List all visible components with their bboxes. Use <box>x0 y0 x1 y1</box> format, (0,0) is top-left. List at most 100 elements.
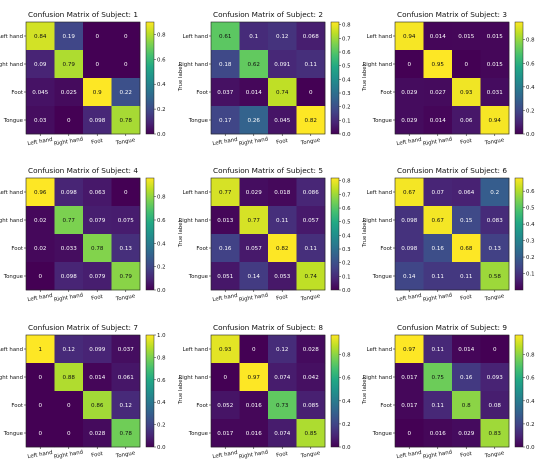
cell-value-label: 0.26 <box>248 118 261 124</box>
y-tick-label: Foot <box>380 246 392 252</box>
matrix-cell <box>452 335 481 364</box>
cell-value-label: 0.77 <box>63 218 76 224</box>
x-tick-label: Right hand <box>423 293 453 304</box>
y-tick-label: Right hand <box>0 62 23 68</box>
x-tick-label: Right hand <box>54 293 84 304</box>
y-axis-label: True label <box>178 378 184 405</box>
matrix-cell <box>83 419 112 448</box>
confusion-matrix-panel-4: Confusion Matrix of Subject: 4 0.96 0.098 0… <box>0 166 166 304</box>
y-tick-label: Right hand <box>179 375 208 381</box>
matrix-cell <box>395 22 424 51</box>
cell-value-label: 0.057 <box>303 218 319 224</box>
colorbar-tick-label: 0.8 <box>342 23 351 29</box>
cell-value-label: 0.61 <box>219 34 232 40</box>
cell-value-label: 0.037 <box>118 347 134 353</box>
cell-value-label: 0.22 <box>120 90 132 96</box>
y-tick-label: Left hand <box>367 190 392 196</box>
matrix-cell <box>480 78 510 107</box>
cell-value-label: 0 <box>67 403 71 409</box>
cell-value-label: 0.93 <box>219 347 232 353</box>
cell-value-label: 0.025 <box>61 90 77 96</box>
x-tick-label: Tongue <box>484 293 506 303</box>
cell-value-label: 0.12 <box>120 403 132 409</box>
matrix-cell <box>423 262 453 291</box>
matrix-cell <box>423 78 453 107</box>
matrix-cell <box>111 206 141 235</box>
colorbar-tick-label: 0.2 <box>526 255 535 261</box>
colorbar-tick-label: 0.2 <box>157 107 166 113</box>
colorbar-tick-label: 0.0 <box>342 445 351 451</box>
cell-value-label: 0.78 <box>91 246 104 252</box>
cell-value-label: 0.029 <box>401 118 417 124</box>
colorbar-tick-label: 0.3 <box>342 247 351 253</box>
confusion-matrix-panel-7: Confusion Matrix of Subject: 7 1 0.12 0.099… <box>0 323 166 461</box>
matrix-cell <box>239 106 269 135</box>
matrix-cell <box>268 178 297 207</box>
matrix-cell <box>54 419 84 448</box>
cell-value-label: 0 <box>38 375 42 381</box>
colorbar-tick-label: 0.2 <box>157 265 166 271</box>
matrix-cell <box>480 178 510 207</box>
y-tick-label: Tongue <box>188 431 209 437</box>
matrix-cell <box>54 22 84 51</box>
cell-value-label: 0.1 <box>249 34 258 40</box>
x-tick-label: Left hand <box>212 450 238 460</box>
matrix-cell <box>423 178 453 207</box>
matrix-cell <box>239 78 269 107</box>
colorbar-tick-label: 0.4 <box>342 233 351 239</box>
matrix-cell <box>296 363 326 392</box>
colorbar-tick-label: 0.2 <box>526 422 535 428</box>
colorbar-tick-label: 0.2 <box>342 105 351 111</box>
matrix-cell <box>423 391 453 420</box>
y-tick-label: Right hand <box>0 218 23 224</box>
y-tick-label: Foot <box>11 403 23 409</box>
cell-value-label: 0.11 <box>305 62 318 68</box>
cell-value-label: 0.75 <box>432 375 445 381</box>
matrix-cell <box>480 234 510 263</box>
cell-value-label: 0.098 <box>61 190 77 196</box>
matrix-cell <box>423 234 453 263</box>
colorbar-tick-label: 0.8 <box>526 353 535 359</box>
matrix-cell <box>111 419 141 448</box>
matrix-cell <box>239 22 269 51</box>
cell-value-label: 0.83 <box>489 431 502 437</box>
cell-value-label: 0.098 <box>89 118 105 124</box>
matrix-cell <box>111 363 141 392</box>
colorbar-tick-label: 0.8 <box>157 32 166 38</box>
cell-value-label: 0.94 <box>403 34 416 40</box>
matrix-cell <box>111 106 141 135</box>
matrix-frame <box>394 334 510 448</box>
matrix-cell <box>111 78 141 107</box>
matrix-cell <box>54 391 84 420</box>
matrix-cell <box>111 262 141 291</box>
cell-value-label: 0.085 <box>303 403 319 409</box>
y-tick-label: Right hand <box>363 218 392 224</box>
x-tick-label: Left hand <box>396 450 422 460</box>
cell-value-label: 0.015 <box>487 34 503 40</box>
x-tick-label: Tongue <box>300 450 322 460</box>
matrix-cell <box>211 78 240 107</box>
y-tick-label: Right hand <box>363 375 392 381</box>
cell-value-label: 0 <box>124 190 128 196</box>
matrix-cell <box>480 50 510 79</box>
cell-value-label: 0.16 <box>460 375 473 381</box>
cell-value-label: 0.02 <box>34 218 46 224</box>
matrix-cell <box>268 262 297 291</box>
cell-value-label: 0.58 <box>489 274 502 280</box>
matrix-frame <box>210 177 326 291</box>
matrix-cell <box>239 335 269 364</box>
cell-value-label: 0.14 <box>248 274 261 280</box>
matrix-cell <box>296 335 326 364</box>
cell-value-label: 0.85 <box>305 431 318 437</box>
cell-value-label: 0 <box>38 274 42 280</box>
matrix-cell <box>268 234 297 263</box>
matrix-cell <box>423 206 453 235</box>
matrix-cell <box>54 262 84 291</box>
colorbar-tick-label: 0.3 <box>342 91 351 97</box>
colorbar <box>330 177 340 291</box>
cell-value-label: 0.098 <box>401 246 417 252</box>
cell-value-label: 0.93 <box>460 90 473 96</box>
matrix-cell <box>296 206 326 235</box>
colorbar-tick-label: 0.0 <box>526 132 535 138</box>
confusion-matrix-panel-2: Confusion Matrix of Subject: 2 0.61 0.1 0.1… <box>178 10 351 148</box>
